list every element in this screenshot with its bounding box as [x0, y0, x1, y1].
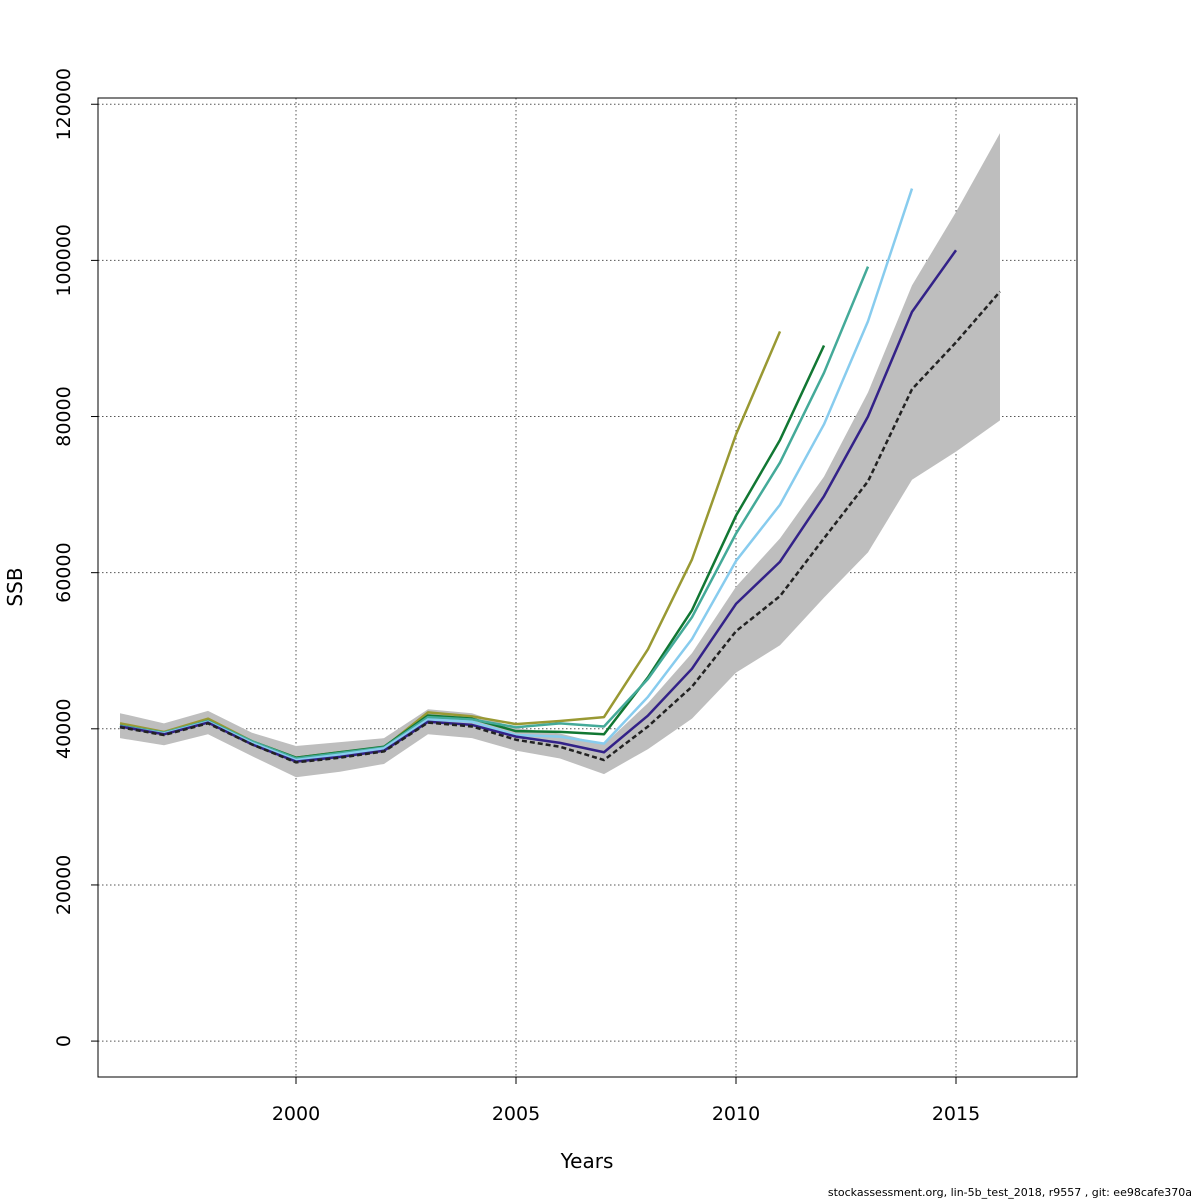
y-axis: 0 20000 40000 60000 80000 100000 120000 — [53, 68, 98, 1047]
x-tick-label: 2010 — [712, 1103, 760, 1125]
footer-credit: stockassessment.org, lin-5b_test_2018, r… — [827, 1186, 1192, 1199]
y-tick-label: 20000 — [53, 855, 75, 915]
y-tick-label: 40000 — [53, 699, 75, 759]
x-tick-label: 2005 — [492, 1103, 540, 1125]
series-line-estimate — [119, 290, 1001, 764]
confidence-band — [120, 133, 1000, 778]
series-line-retro-2 — [119, 188, 914, 762]
series-lines-group — [119, 188, 1001, 764]
confidence-band-group — [120, 133, 1000, 778]
series-line-retro-3 — [119, 266, 870, 760]
y-tick-label: 120000 — [53, 68, 75, 141]
grid-lines — [98, 98, 1077, 1077]
x-axis: 2000 2005 2010 2015 — [272, 1077, 980, 1125]
y-tick-label: 60000 — [53, 542, 75, 602]
x-axis-title: Years — [560, 1149, 614, 1173]
series-line-retro-4 — [119, 344, 826, 759]
y-tick-label: 0 — [53, 1035, 75, 1047]
plot-frame — [97, 97, 1078, 1078]
y-axis-title: SSB — [3, 567, 27, 606]
x-tick-label: 2000 — [272, 1103, 320, 1125]
y-tick-label: 100000 — [53, 224, 75, 297]
y-tick-label: 80000 — [53, 386, 75, 446]
x-tick-label: 2015 — [932, 1103, 980, 1125]
